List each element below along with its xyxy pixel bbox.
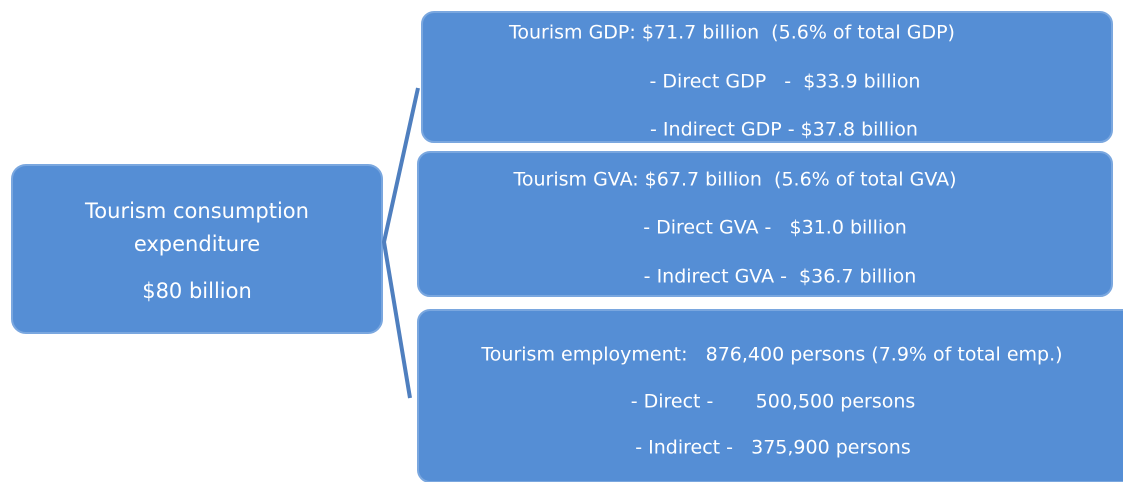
heading-text: Tourism GDP: $71.7 billion (5.6% of tota… bbox=[508, 22, 955, 44]
source-box bbox=[11, 164, 383, 334]
detail-text: - Direct GVA - $31.0 billion bbox=[643, 217, 907, 239]
source-text: $80 billion bbox=[142, 279, 252, 303]
target-box bbox=[417, 151, 1113, 297]
target-box bbox=[417, 309, 1123, 482]
bracket bbox=[381, 87, 420, 399]
detail-text: - Indirect - 375,900 persons bbox=[635, 437, 911, 459]
detail-text: - Indirect GVA - $36.7 billion bbox=[644, 266, 917, 288]
source-text: expenditure bbox=[134, 232, 260, 256]
detail-text: - Direct GDP - $33.9 billion bbox=[650, 71, 921, 93]
heading-text: Tourism employment: 876,400 persons (7.9… bbox=[480, 344, 1062, 366]
source-text: Tourism consumption bbox=[84, 199, 309, 223]
detail-text: - Direct - 500,500 persons bbox=[631, 391, 916, 413]
detail-text: - Indirect GDP - $37.8 billion bbox=[650, 119, 918, 141]
heading-text: Tourism GVA: $67.7 billion (5.6% of tota… bbox=[512, 169, 956, 191]
target-box bbox=[421, 11, 1113, 143]
